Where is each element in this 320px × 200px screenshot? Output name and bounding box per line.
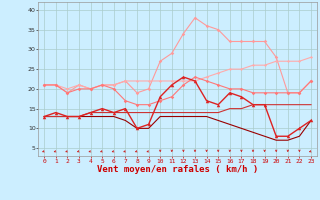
X-axis label: Vent moyen/en rafales ( km/h ): Vent moyen/en rafales ( km/h ) (97, 165, 258, 174)
